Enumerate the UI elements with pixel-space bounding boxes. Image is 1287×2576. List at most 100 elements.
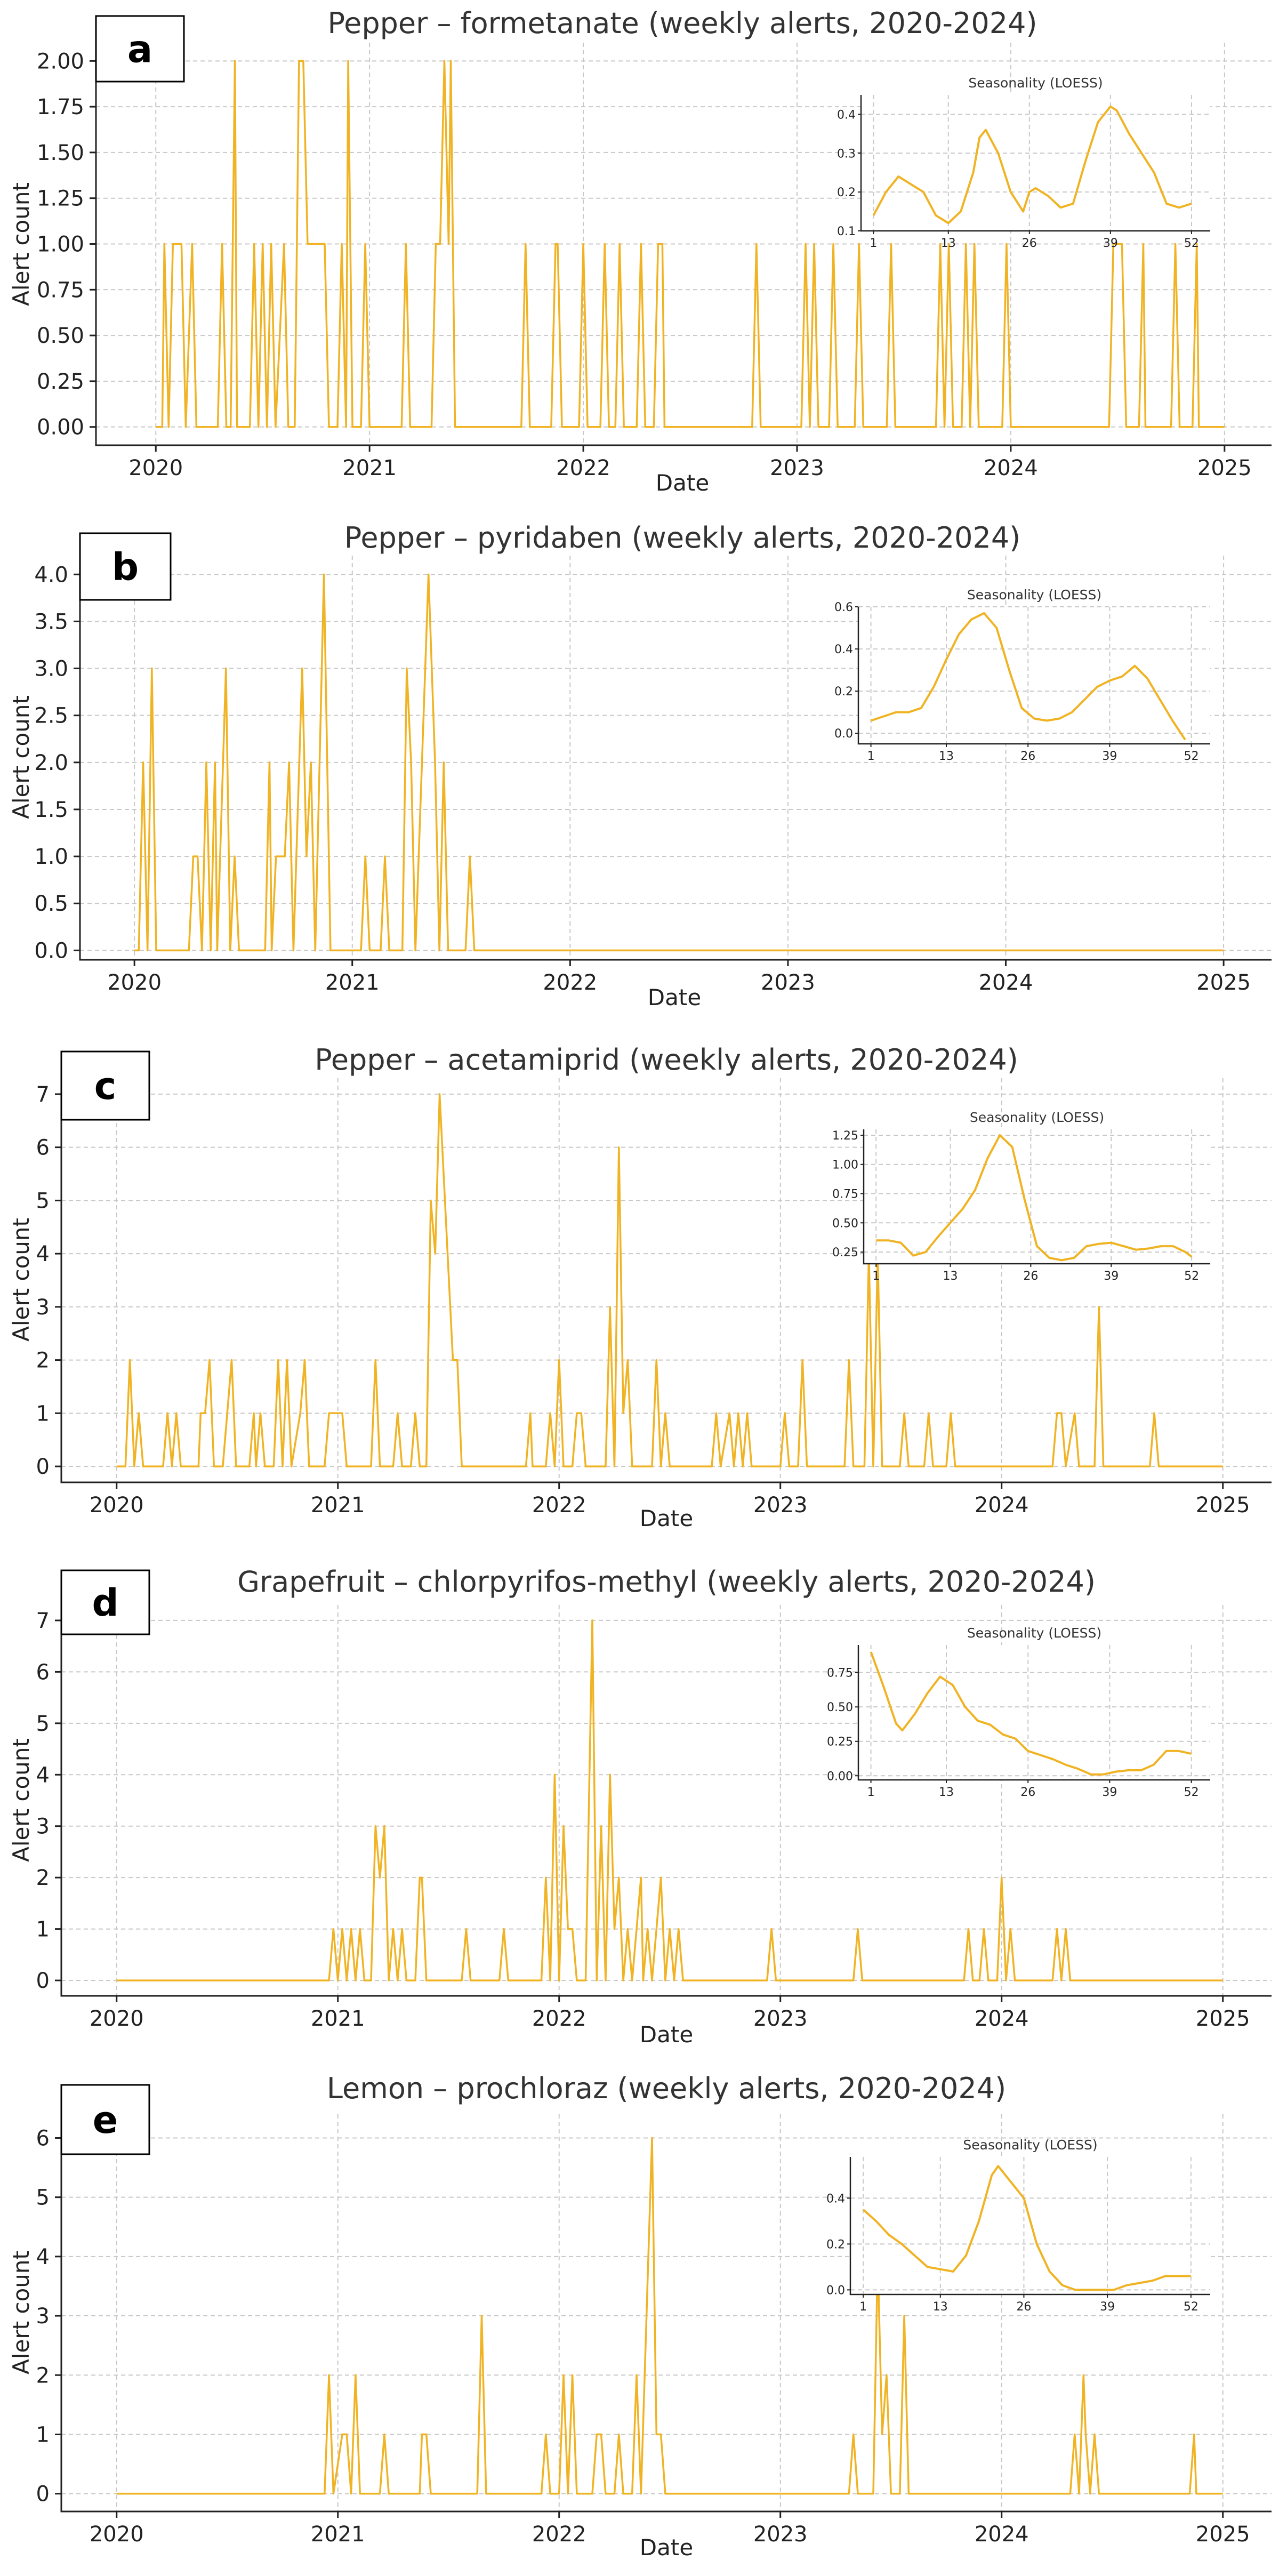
inset-y-tick-label: 1.00 bbox=[832, 1159, 858, 1172]
y-tick-label: 7 bbox=[36, 1082, 50, 1107]
inset-x-tick-label: 13 bbox=[943, 1270, 958, 1283]
inset-x-tick-label: 26 bbox=[1023, 1270, 1038, 1283]
x-tick-label: 2022 bbox=[543, 970, 597, 995]
y-tick-label: 5 bbox=[36, 2186, 50, 2210]
inset-y-tick-label: 0.25 bbox=[827, 1736, 853, 1749]
x-tick-label: 2021 bbox=[311, 2522, 365, 2547]
inset-y-tick-label: 0.00 bbox=[827, 1770, 853, 1783]
inset-y-tick-label: 0.25 bbox=[832, 1246, 858, 1259]
chart-panel-d: 0 1 2 3 4 5 6 7 2020 2021 2022 2023 2024 2025 Grapefru… bbox=[8, 1565, 1272, 2048]
y-tick-label: 0.50 bbox=[37, 324, 84, 348]
y-axis-label: Alert count bbox=[8, 1738, 34, 1862]
x-tick-label: 2022 bbox=[532, 2522, 586, 2547]
inset-title: Seasonality (LOESS) bbox=[970, 1110, 1104, 1125]
inset-y-tick-label: 0.50 bbox=[832, 1217, 858, 1230]
y-tick-label: 3 bbox=[36, 1295, 50, 1320]
seasonality-inset: 0.1 0.2 0.3 0.4 1 13 26 39 52 Seasonality (LOESS) bbox=[837, 75, 1210, 250]
x-axis-label: Date bbox=[640, 2534, 693, 2561]
inset-x-tick-label: 1 bbox=[872, 1270, 880, 1283]
inset-y-tick-label: 0.0 bbox=[826, 2284, 845, 2297]
x-axis-label: Date bbox=[640, 2021, 693, 2048]
panel-letter-box bbox=[60, 1050, 150, 1121]
y-tick-label: 0 bbox=[36, 1969, 50, 1993]
y-tick-label: 1.0 bbox=[34, 845, 68, 869]
x-tick-label: 2020 bbox=[128, 456, 183, 480]
x-axis-label: Date bbox=[648, 984, 701, 1010]
inset-x-tick-label: 39 bbox=[1100, 2300, 1115, 2314]
axis-spines bbox=[95, 43, 1272, 446]
inset-x-tick-label: 26 bbox=[1016, 2300, 1031, 2314]
inset-x-tick-label: 26 bbox=[1022, 237, 1037, 250]
x-tick-label: 2020 bbox=[90, 2522, 144, 2547]
chart-panel-a: 0.00 0.25 0.50 0.75 1.00 1.25 1.50 1.75 2.00 2020… bbox=[8, 6, 1272, 496]
y-tick-label: 6 bbox=[36, 1660, 50, 1684]
x-tick-label: 2024 bbox=[979, 970, 1033, 995]
y-tick-label: 7 bbox=[36, 1609, 50, 1633]
y-axis-label: Alert count bbox=[8, 1218, 34, 1342]
inset-background bbox=[864, 1129, 1210, 1264]
inset-x-tick-label: 39 bbox=[1104, 1270, 1119, 1283]
x-tick-label: 2021 bbox=[325, 970, 380, 995]
seasonality-loess-line bbox=[862, 2165, 1191, 2291]
y-tick-label: 4 bbox=[36, 1242, 50, 1266]
inset-x-tick-label: 52 bbox=[1184, 1270, 1199, 1283]
x-tick-label: 2024 bbox=[984, 456, 1038, 480]
inset-axis-spines bbox=[857, 1645, 1210, 1781]
x-tick-label: 2024 bbox=[975, 2522, 1029, 2547]
inset-x-tick-label: 1 bbox=[867, 1786, 875, 1799]
y-tick-label: 3.5 bbox=[34, 609, 68, 634]
inset-x-tick-label: 39 bbox=[1102, 1786, 1117, 1799]
inset-axis-spines bbox=[863, 1129, 1210, 1265]
y-tick-label: 1.5 bbox=[34, 798, 68, 822]
x-tick-label: 2020 bbox=[107, 970, 162, 995]
x-tick-label: 2025 bbox=[1196, 2007, 1250, 2031]
panel-letter-box bbox=[95, 15, 185, 83]
axis-spines bbox=[60, 1078, 1272, 1483]
y-tick-label: 2.00 bbox=[37, 49, 84, 74]
inset-x-tick-label: 26 bbox=[1020, 750, 1035, 763]
panel-letter: a bbox=[127, 28, 152, 71]
y-tick-label: 6 bbox=[36, 2126, 50, 2150]
inset-y-tick-label: 0.2 bbox=[837, 186, 856, 199]
inset-x-tick-label: 39 bbox=[1102, 750, 1117, 763]
inset-axis-spines bbox=[857, 607, 1210, 745]
inset-y-tick-label: 0.4 bbox=[834, 643, 853, 656]
inset-background bbox=[850, 2157, 1210, 2294]
alert-series-line bbox=[116, 1093, 1223, 1467]
panel-letter-box bbox=[60, 2084, 150, 2155]
inset-x-tick-label: 26 bbox=[1020, 1786, 1035, 1799]
y-tick-label: 2.0 bbox=[34, 751, 68, 775]
inset-x-tick-label: 52 bbox=[1184, 750, 1199, 763]
y-tick-label: 0.0 bbox=[34, 938, 68, 963]
y-tick-label: 3.0 bbox=[34, 657, 68, 681]
y-tick-label: 0.75 bbox=[37, 278, 84, 302]
x-axis-label: Date bbox=[640, 1505, 693, 1531]
y-tick-label: 4 bbox=[36, 1763, 50, 1787]
y-tick-label: 0 bbox=[36, 1455, 50, 1479]
x-axis-label: Date bbox=[656, 470, 709, 496]
axis-spines bbox=[60, 2114, 1272, 2513]
alert-series-line bbox=[134, 573, 1224, 952]
seasonality-inset: 0.0 0.2 0.4 0.6 1 13 26 39 52 Seasonality (LOESS) bbox=[834, 587, 1210, 763]
x-tick-label: 2021 bbox=[311, 1493, 365, 1518]
x-tick-label: 2025 bbox=[1196, 2522, 1250, 2547]
inset-y-tick-label: 0.75 bbox=[827, 1667, 853, 1680]
seasonality-inset: 0.0 0.2 0.4 1 13 26 39 52 Seasonality (LOESS) bbox=[826, 2137, 1210, 2314]
inset-background bbox=[858, 607, 1210, 744]
inset-y-tick-label: 0.75 bbox=[832, 1188, 858, 1201]
panel-letter: c bbox=[94, 1064, 117, 1108]
alert-series-line bbox=[116, 2137, 1223, 2495]
alert-series-line bbox=[116, 1619, 1223, 1981]
inset-y-tick-label: 0.4 bbox=[837, 108, 856, 122]
inset-x-tick-label: 52 bbox=[1184, 2300, 1198, 2314]
x-tick-label: 2023 bbox=[753, 1493, 808, 1518]
alert-series-line bbox=[156, 60, 1225, 428]
panel-letter: e bbox=[93, 2098, 118, 2142]
y-tick-label: 3 bbox=[36, 2304, 50, 2329]
y-tick-label: 2 bbox=[36, 1866, 50, 1890]
panel-letter-box bbox=[60, 1569, 150, 1635]
y-tick-label: 0.00 bbox=[37, 415, 84, 440]
inset-x-tick-label: 52 bbox=[1184, 1786, 1199, 1799]
y-tick-label: 6 bbox=[36, 1136, 50, 1160]
